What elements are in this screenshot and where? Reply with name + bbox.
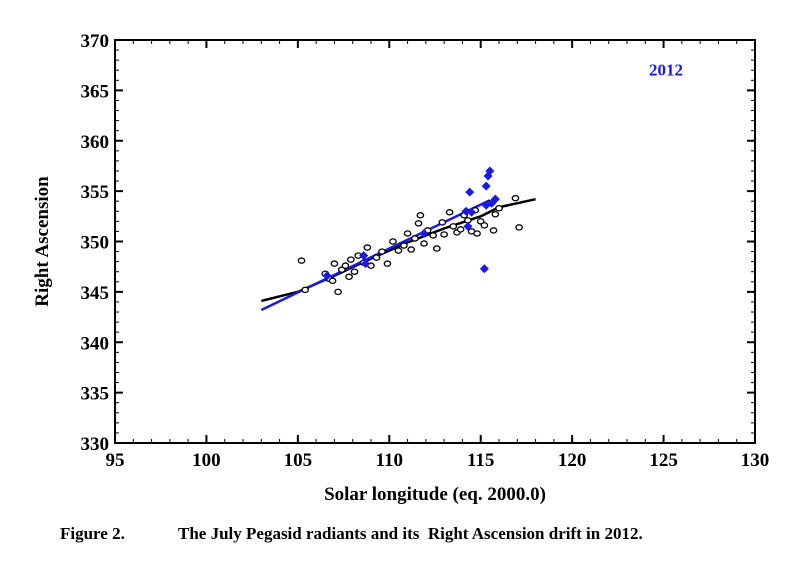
data-point-2012 xyxy=(465,187,475,197)
data-point xyxy=(449,223,458,230)
data-point xyxy=(515,224,523,231)
data-point xyxy=(334,288,342,296)
data-point xyxy=(440,231,448,238)
data-point-2012 xyxy=(467,207,477,217)
data-point-2012 xyxy=(479,264,489,274)
data-point xyxy=(414,220,423,227)
figure-number: Figure 2. xyxy=(60,524,125,543)
data-point xyxy=(456,226,465,233)
x-tick-label: 100 xyxy=(192,450,221,471)
data-point xyxy=(473,230,481,237)
data-point xyxy=(383,260,392,267)
y-tick-label: 365 xyxy=(81,81,110,102)
data-point xyxy=(491,211,500,218)
year-annotation: 2012 xyxy=(649,60,683,79)
y-tick-label: 360 xyxy=(81,132,110,153)
y-tick-label: 355 xyxy=(81,182,110,203)
data-point-2012 xyxy=(490,194,500,204)
x-tick-label: 125 xyxy=(649,450,678,471)
data-point-2012 xyxy=(322,271,332,281)
y-tick-label: 330 xyxy=(81,434,110,455)
x-tick-label: 110 xyxy=(376,450,403,471)
data-point-2012 xyxy=(461,206,471,216)
x-tick-label: 115 xyxy=(467,450,494,471)
data-point xyxy=(438,219,447,226)
x-tick-label: 95 xyxy=(106,450,125,471)
data-point-2012 xyxy=(419,228,429,238)
data-point-2012 xyxy=(463,221,473,231)
y-tick-label: 335 xyxy=(81,384,110,405)
data-point xyxy=(372,254,381,261)
caption-text: The July Pegasid radiants and its Right … xyxy=(178,524,643,543)
data-point xyxy=(350,268,359,275)
data-point-2012 xyxy=(359,251,369,261)
data-point xyxy=(363,244,372,251)
y-tick-label: 350 xyxy=(81,233,110,254)
data-point xyxy=(347,256,355,263)
data-point xyxy=(301,286,310,294)
x-tick-label: 105 xyxy=(284,450,313,471)
plot-frame xyxy=(114,39,756,444)
data-point xyxy=(345,273,353,281)
y-axis-title: Right Ascension xyxy=(32,176,53,307)
data-point xyxy=(489,227,498,234)
data-points xyxy=(297,166,523,296)
data-point xyxy=(297,257,306,264)
data-point xyxy=(495,205,503,212)
x-tick-label: 120 xyxy=(558,450,587,471)
y-tick-label: 340 xyxy=(81,333,110,354)
x-tick-label: 130 xyxy=(741,450,770,471)
data-point xyxy=(389,238,397,245)
figure-caption: Figure 2. The July Pegasid radiants and i… xyxy=(60,524,800,544)
chart: 330 335 340 345 350 355 360 365 370 95 100 105 110 1… xyxy=(32,31,770,505)
y-axis: 330 335 340 345 350 355 360 365 370 xyxy=(81,31,755,455)
data-point-2012 xyxy=(361,259,371,269)
data-point xyxy=(328,277,337,285)
data-point xyxy=(416,212,425,219)
data-point xyxy=(432,245,441,252)
data-point xyxy=(400,242,408,249)
data-point xyxy=(394,247,403,254)
y-tick-label: 370 xyxy=(81,31,110,52)
data-point xyxy=(341,262,350,269)
data-point-2012 xyxy=(481,181,491,191)
data-point xyxy=(403,230,412,237)
data-point xyxy=(429,232,438,239)
data-point xyxy=(407,246,416,253)
x-axis-title: Solar longitude (eq. 2000.0) xyxy=(324,484,546,505)
data-point-2012 xyxy=(485,166,495,176)
data-point xyxy=(511,194,520,202)
data-point xyxy=(420,240,428,247)
data-point xyxy=(330,260,339,267)
data-point xyxy=(378,248,386,255)
y-tick-label: 345 xyxy=(81,283,110,304)
data-point xyxy=(445,209,454,216)
x-axis: 95 100 105 110 115 120 125 130 xyxy=(106,40,770,471)
data-point xyxy=(411,235,419,242)
data-point xyxy=(480,222,489,229)
